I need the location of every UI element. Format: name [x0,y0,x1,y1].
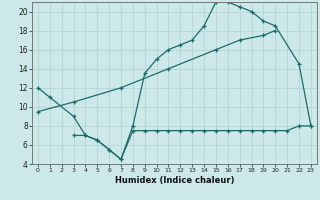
X-axis label: Humidex (Indice chaleur): Humidex (Indice chaleur) [115,176,234,185]
